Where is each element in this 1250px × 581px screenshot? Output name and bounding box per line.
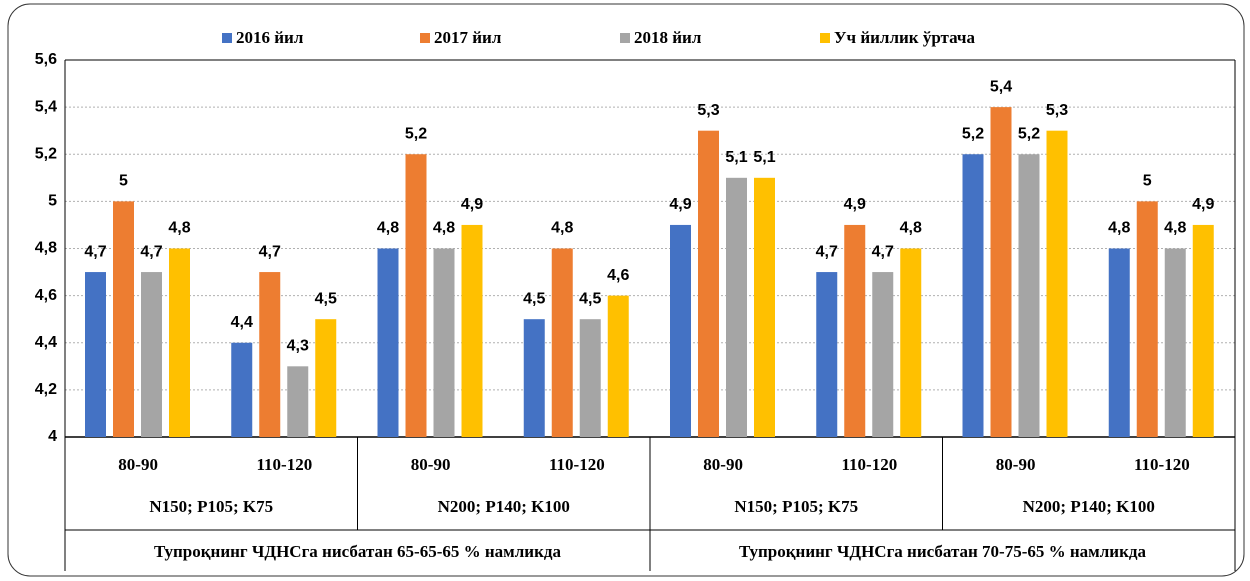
bar bbox=[551, 248, 573, 437]
value-label: 4,8 bbox=[433, 220, 455, 237]
bar bbox=[1136, 201, 1158, 437]
value-label: 4,9 bbox=[461, 196, 483, 213]
value-label: 4,5 bbox=[579, 290, 601, 307]
value-label: 4,7 bbox=[259, 243, 281, 260]
legend-label: Уч йиллик ўртача bbox=[834, 28, 976, 47]
y-tick-label: 5 bbox=[48, 193, 57, 210]
bar bbox=[1164, 248, 1186, 437]
y-tick-label: 4,4 bbox=[35, 334, 57, 351]
bar bbox=[377, 248, 399, 437]
bar bbox=[1046, 130, 1068, 437]
bar bbox=[726, 177, 747, 437]
supergroup-label: Тупроқнинг ЧДНСга нисбатан 65-65-65 % на… bbox=[154, 542, 561, 561]
bar bbox=[844, 224, 866, 437]
value-label: 5,1 bbox=[753, 149, 775, 166]
group-label: N150; P105; K75 bbox=[149, 497, 273, 516]
value-label: 4,8 bbox=[168, 220, 190, 237]
y-tick-label: 5,2 bbox=[35, 145, 57, 162]
value-label: 5,3 bbox=[697, 102, 719, 119]
value-label: 5,3 bbox=[1046, 102, 1068, 119]
y-tick-label: 5,4 bbox=[35, 98, 57, 115]
legend-swatch bbox=[222, 33, 232, 43]
group-label: N200; P140; K100 bbox=[1023, 497, 1155, 516]
value-label: 5,4 bbox=[990, 78, 1012, 95]
bar bbox=[754, 177, 775, 437]
y-tick-label: 4,2 bbox=[35, 381, 57, 398]
legend-swatch bbox=[820, 33, 830, 43]
bar bbox=[231, 342, 253, 437]
bar bbox=[1108, 248, 1130, 437]
x-tick-label: 110-120 bbox=[257, 455, 313, 474]
value-label: 4,5 bbox=[523, 290, 545, 307]
bar bbox=[962, 154, 984, 437]
bar bbox=[113, 201, 134, 437]
value-label: 4,7 bbox=[84, 243, 106, 260]
bar bbox=[816, 272, 838, 437]
x-tick-label: 110-120 bbox=[1134, 455, 1190, 474]
value-label: 4,9 bbox=[1192, 196, 1214, 213]
value-label: 4,3 bbox=[287, 338, 309, 355]
x-tick-label: 80-90 bbox=[703, 455, 743, 474]
group-label: N200; P140; K100 bbox=[438, 497, 570, 516]
bar bbox=[259, 272, 281, 437]
value-label: 4,8 bbox=[377, 220, 399, 237]
value-label: 4,4 bbox=[231, 314, 253, 331]
value-label: 5,2 bbox=[962, 125, 984, 142]
bar bbox=[1018, 154, 1040, 437]
group-label: N150; P105; K75 bbox=[734, 497, 858, 516]
value-label: 4,7 bbox=[140, 243, 162, 260]
y-tick-label: 4,8 bbox=[35, 240, 57, 257]
bar bbox=[670, 224, 691, 437]
bar bbox=[607, 295, 629, 437]
value-label: 5,2 bbox=[1018, 125, 1040, 142]
value-label: 4,9 bbox=[669, 196, 691, 213]
x-tick-label: 80-90 bbox=[996, 455, 1036, 474]
bar bbox=[579, 319, 601, 437]
value-label: 4,8 bbox=[1108, 220, 1130, 237]
bar bbox=[287, 366, 309, 437]
legend-label: 2016 йил bbox=[236, 28, 304, 47]
y-tick-label: 4,6 bbox=[35, 287, 57, 304]
legend-label: 2018 йил bbox=[634, 28, 702, 47]
value-label: 4,7 bbox=[816, 243, 838, 260]
legend-swatch bbox=[620, 33, 630, 43]
bar bbox=[872, 272, 894, 437]
bar bbox=[315, 319, 337, 437]
legend-label: 2017 йил bbox=[434, 28, 502, 47]
bar bbox=[461, 224, 483, 437]
x-tick-label: 110-120 bbox=[549, 455, 605, 474]
value-label: 4,6 bbox=[607, 267, 629, 284]
bar bbox=[141, 272, 162, 437]
x-tick-label: 110-120 bbox=[842, 455, 898, 474]
bar bbox=[900, 248, 922, 437]
value-label: 4,8 bbox=[1164, 220, 1186, 237]
bar bbox=[85, 272, 106, 437]
frame bbox=[7, 3, 1245, 577]
supergroup-label: Тупроқнинг ЧДНСга нисбатан 70-75-65 % на… bbox=[739, 542, 1146, 561]
legend-swatch bbox=[420, 33, 430, 43]
bar bbox=[1192, 224, 1214, 437]
value-label: 4,8 bbox=[900, 220, 922, 237]
bar bbox=[698, 130, 719, 437]
value-label: 5 bbox=[119, 173, 128, 190]
x-tick-label: 80-90 bbox=[411, 455, 451, 474]
bar bbox=[169, 248, 190, 437]
value-label: 4,9 bbox=[844, 196, 866, 213]
value-label: 5,1 bbox=[725, 149, 747, 166]
value-label: 5 bbox=[1143, 173, 1152, 190]
bar bbox=[405, 154, 427, 437]
bar bbox=[433, 248, 455, 437]
bar bbox=[523, 319, 545, 437]
y-tick-label: 5,6 bbox=[35, 51, 57, 68]
y-tick-label: 4 bbox=[48, 428, 57, 445]
bar bbox=[990, 107, 1012, 437]
value-label: 4,7 bbox=[872, 243, 894, 260]
value-label: 5,2 bbox=[405, 125, 427, 142]
x-tick-label: 80-90 bbox=[118, 455, 158, 474]
value-label: 4,8 bbox=[551, 220, 573, 237]
value-label: 4,5 bbox=[315, 290, 337, 307]
